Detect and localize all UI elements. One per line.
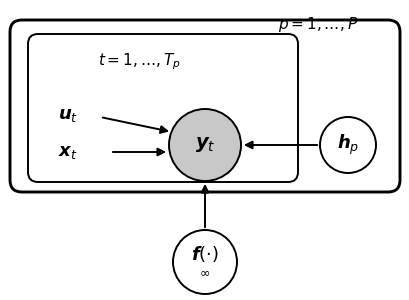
Text: $p = 1, \ldots, P$: $p = 1, \ldots, P$ <box>277 16 357 34</box>
FancyBboxPatch shape <box>10 20 399 192</box>
Text: $\boldsymbol{f}(\cdot)$: $\boldsymbol{f}(\cdot)$ <box>191 244 218 264</box>
Circle shape <box>173 230 236 294</box>
Text: $\boldsymbol{x}_t$: $\boldsymbol{x}_t$ <box>58 143 78 161</box>
FancyBboxPatch shape <box>28 34 297 182</box>
Text: $\boldsymbol{h}_p$: $\boldsymbol{h}_p$ <box>336 133 358 157</box>
Text: $\infty$: $\infty$ <box>199 266 210 280</box>
Text: $\boldsymbol{u}_t$: $\boldsymbol{u}_t$ <box>58 106 78 124</box>
Circle shape <box>319 117 375 173</box>
Text: $t = 1, \ldots, T_p$: $t = 1, \ldots, T_p$ <box>98 52 180 72</box>
Circle shape <box>169 109 240 181</box>
Text: $\boldsymbol{y}_t$: $\boldsymbol{y}_t$ <box>194 136 215 154</box>
